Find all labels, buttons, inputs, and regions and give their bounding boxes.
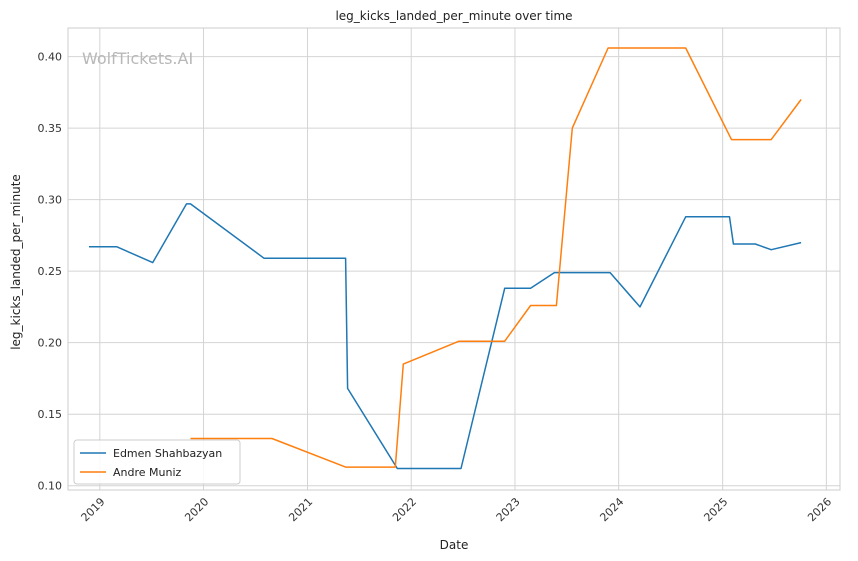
- chart-title: leg_kicks_landed_per_minute over time: [335, 9, 572, 23]
- plot-area: [67, 27, 841, 491]
- watermark: WolfTickets.AI: [82, 49, 193, 68]
- x-tick-label: 2025: [701, 495, 730, 524]
- y-tick-label: 0.40: [38, 51, 63, 64]
- x-tick-label: 2024: [597, 495, 626, 524]
- y-tick-label: 0.20: [38, 337, 63, 350]
- x-tick-label: 2026: [805, 495, 834, 524]
- legend-label-andre-muniz: Andre Muniz: [113, 466, 182, 479]
- grid: [68, 28, 840, 490]
- legend-label-edmen-shahbazyan: Edmen Shahbazyan: [113, 447, 222, 460]
- series-lines: [89, 47, 802, 470]
- x-tick-label: 2021: [286, 495, 315, 524]
- x-tick-label: 2020: [182, 495, 211, 524]
- y-axis-label: leg_kicks_landed_per_minute: [9, 174, 23, 350]
- y-tick-label: 0.15: [38, 408, 63, 421]
- legend: Edmen Shahbazyan Andre Muniz: [73, 439, 241, 485]
- x-tick-label: 2019: [79, 495, 108, 524]
- legend-box: [73, 439, 241, 485]
- y-tick-label: 0.25: [38, 265, 63, 278]
- y-tick-label: 0.35: [38, 122, 63, 135]
- x-tick-label: 2023: [494, 495, 523, 524]
- series-line-edmen-shahbazyan: [89, 203, 802, 470]
- y-tick-label: 0.30: [38, 194, 63, 207]
- y-tick-label: 0.10: [38, 480, 63, 493]
- x-tick-label: 2022: [390, 495, 419, 524]
- series-line-andre-muniz: [190, 47, 802, 468]
- x-axis-label: Date: [440, 538, 469, 552]
